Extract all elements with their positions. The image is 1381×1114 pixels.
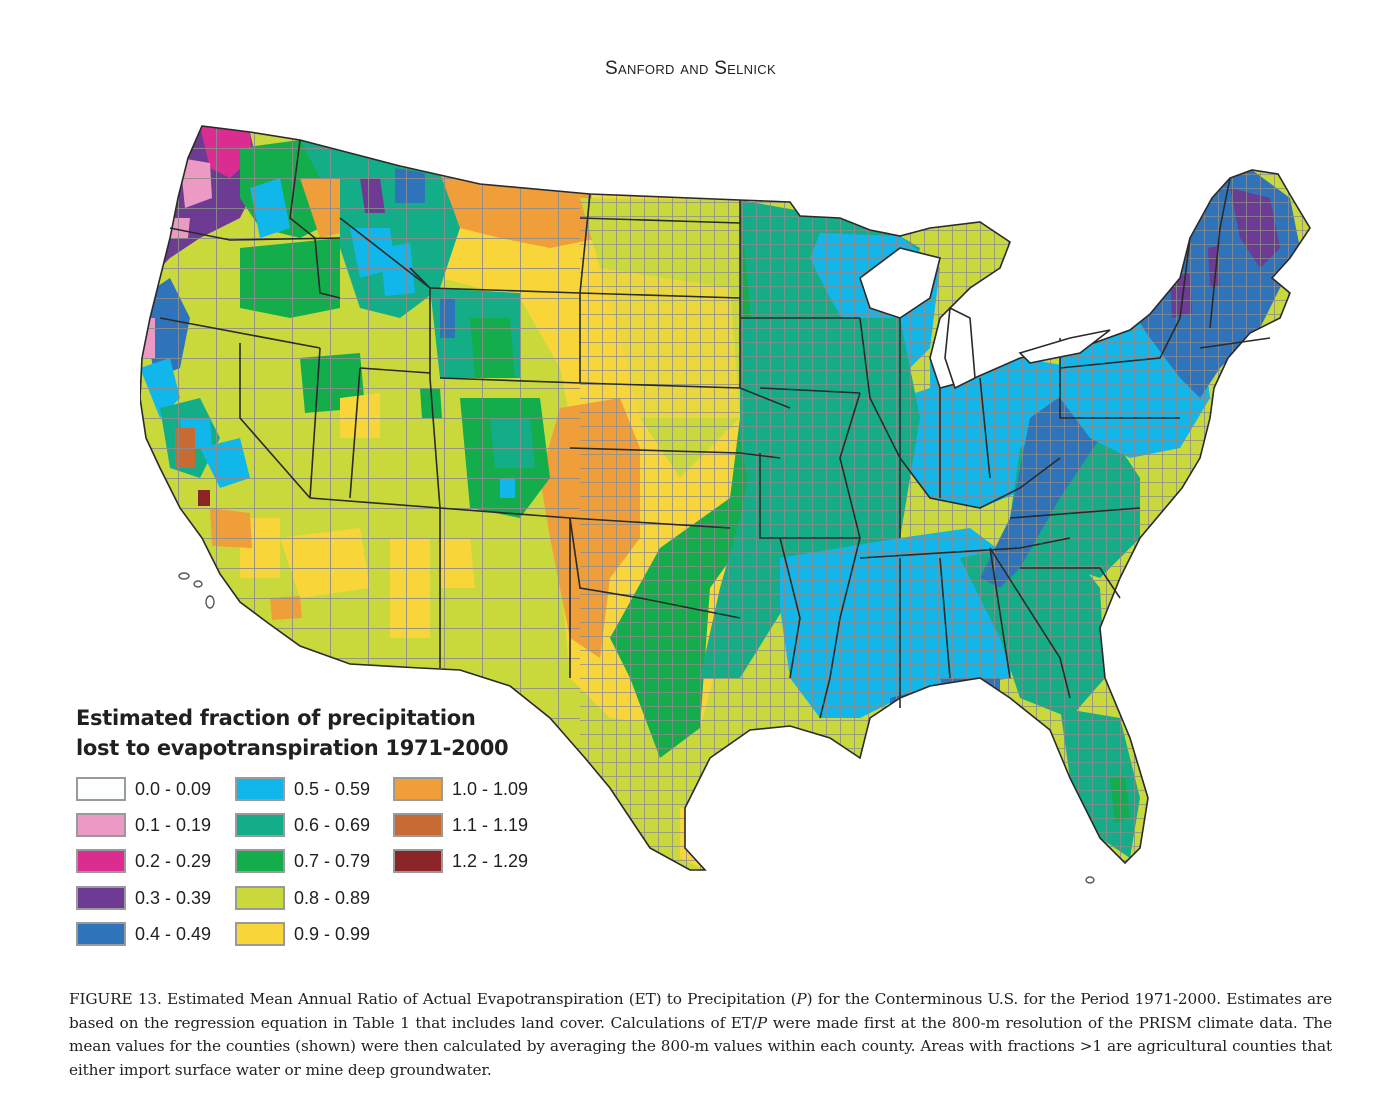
legend-title: Estimated fraction of precipitation lost… — [76, 703, 556, 763]
caption-italic-p-1: P — [796, 990, 807, 1008]
legend-label: 1.1 - 1.19 — [452, 814, 529, 835]
running-head: Sanford and Selnick — [605, 58, 776, 79]
legend-label: 0.3 - 0.39 — [135, 887, 212, 908]
legend-item: 0.1 - 0.19 — [76, 811, 211, 839]
caption-italic-p-2: P — [756, 1013, 768, 1032]
legend-label: 1.0 - 1.09 — [452, 778, 529, 799]
legend-item: 0.4 - 0.49 — [76, 920, 211, 948]
legend-label: 0.1 - 0.19 — [135, 814, 212, 835]
legend-swatch — [76, 922, 126, 946]
figure-label: FIGURE 13. — [69, 990, 162, 1008]
legend-label: 0.8 - 0.89 — [294, 887, 371, 908]
legend-swatch — [393, 813, 443, 837]
legend-swatch — [76, 849, 126, 873]
channel-islands — [178, 572, 1095, 884]
legend-swatch — [235, 849, 285, 873]
caption-text-1: Estimated Mean Annual Ratio of Actual Ev… — [161, 990, 797, 1008]
legend-swatch — [235, 813, 285, 837]
legend-item: 0.0 - 0.09 — [76, 775, 211, 803]
map-svg — [140, 125, 1311, 884]
caption-text-2: ) for the Conterminous U.S. for the Peri… — [69, 990, 1332, 1032]
legend-swatch — [393, 849, 443, 873]
legend-label: 0.9 - 0.99 — [294, 923, 371, 944]
legend-item: 1.0 - 1.09 — [393, 775, 528, 803]
legend-label: 0.6 - 0.69 — [294, 814, 371, 835]
legend-label: 1.2 - 1.29 — [452, 850, 529, 871]
legend-swatch — [235, 777, 285, 801]
legend-swatch — [235, 922, 285, 946]
legend-label: 0.0 - 0.09 — [135, 778, 212, 799]
legend-item: 0.7 - 0.79 — [235, 847, 370, 875]
legend-label: 0.5 - 0.59 — [294, 778, 371, 799]
legend-item: 1.2 - 1.29 — [393, 847, 528, 875]
legend-label: 0.7 - 0.79 — [294, 850, 371, 871]
legend-title-line-2: lost to evapotranspiration 1971-2000 — [76, 736, 509, 760]
legend-item: 0.6 - 0.69 — [235, 811, 370, 839]
legend-item: 0.8 - 0.89 — [235, 884, 370, 912]
legend-swatch — [235, 886, 285, 910]
figure-caption: FIGURE 13. Estimated Mean Annual Ratio o… — [69, 988, 1332, 1082]
us-choropleth-map — [140, 118, 1360, 888]
map-legend: Estimated fraction of precipitation lost… — [76, 703, 556, 955]
legend-item: 0.2 - 0.29 — [76, 847, 211, 875]
legend-title-line-1: Estimated fraction of precipitation — [76, 706, 476, 730]
legend-swatch — [76, 813, 126, 837]
legend-item: 0.5 - 0.59 — [235, 775, 370, 803]
legend-swatch — [393, 777, 443, 801]
state-borders — [140, 125, 1311, 871]
legend-label: 0.4 - 0.49 — [135, 923, 212, 944]
legend-swatch — [76, 777, 126, 801]
legend-item: 0.3 - 0.39 — [76, 884, 211, 912]
legend-swatch — [76, 886, 126, 910]
legend-item: 1.1 - 1.19 — [393, 811, 528, 839]
legend-item: 0.9 - 0.99 — [235, 920, 370, 948]
legend-label: 0.2 - 0.29 — [135, 850, 212, 871]
caption-text-3: were made first at the 800-m resolution … — [69, 1013, 1332, 1079]
legend-grid: 0.0 - 0.09 0.1 - 0.19 0.2 - 0.29 0.3 - 0… — [76, 775, 556, 955]
